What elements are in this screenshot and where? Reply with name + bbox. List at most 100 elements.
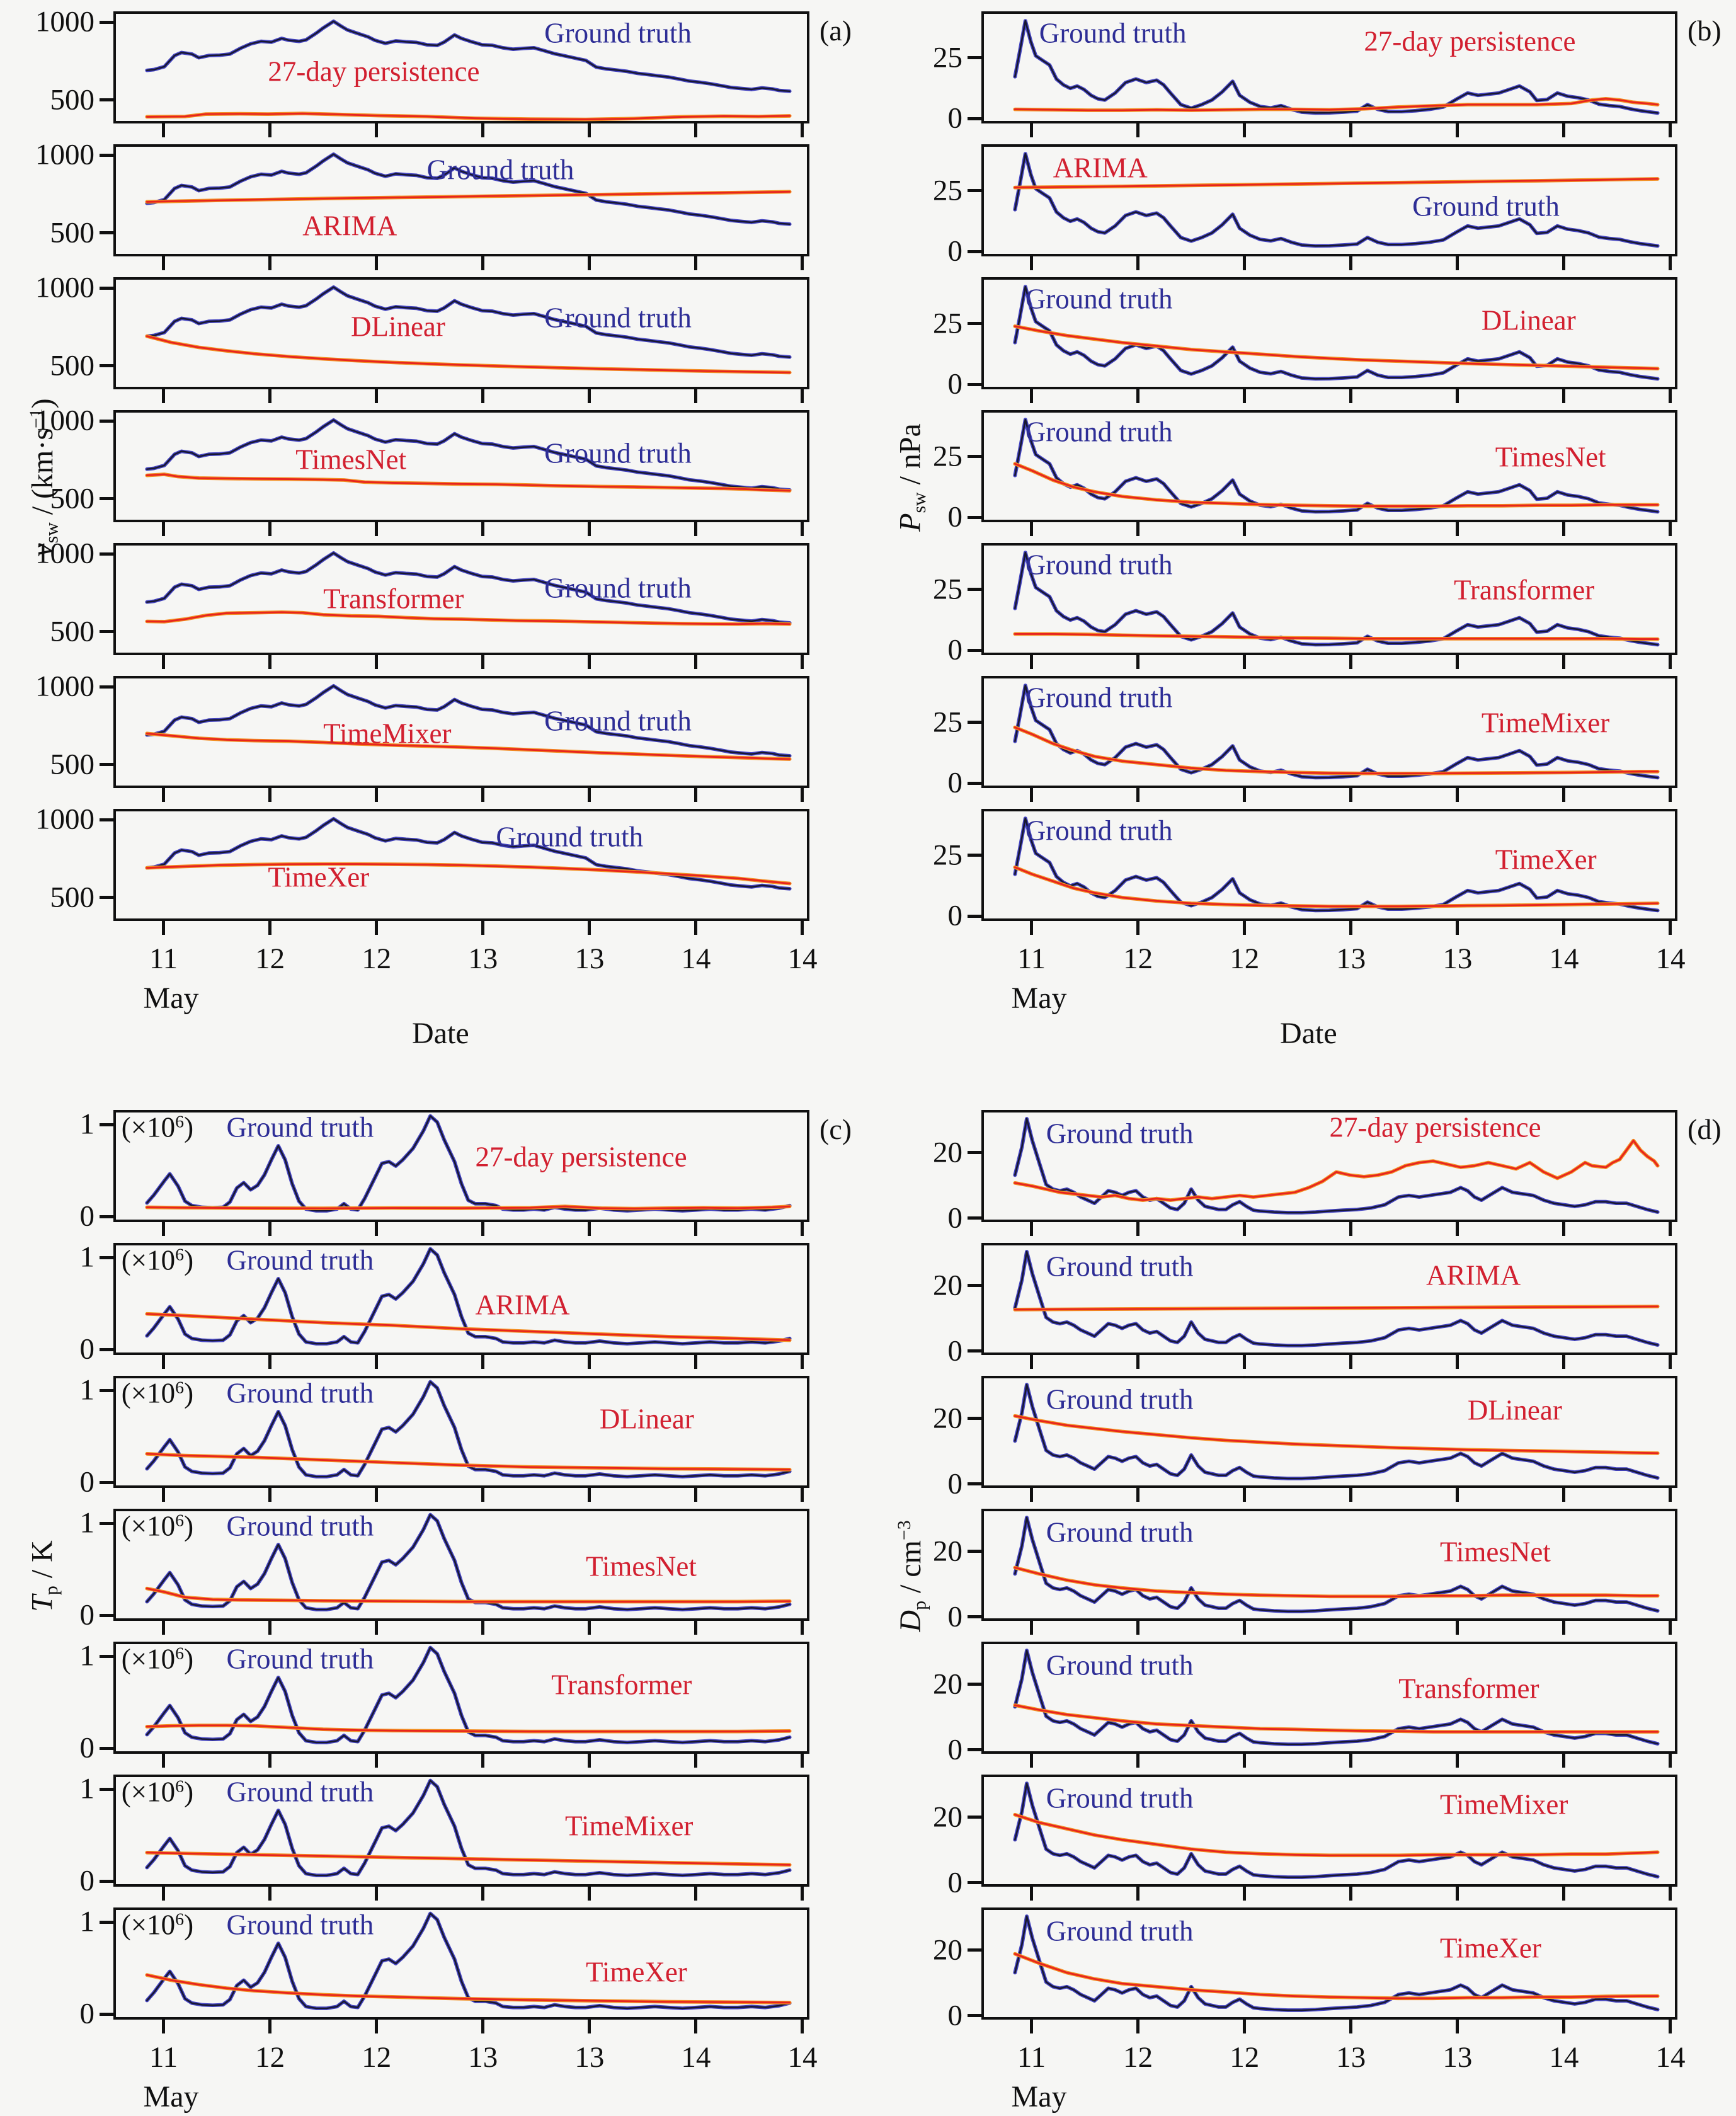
x-tick-mark: [588, 2020, 591, 2033]
x-tick-mark: [1136, 1887, 1140, 1901]
model-name-label: 27-day persistence: [1329, 1111, 1541, 1143]
model-prediction-line: [146, 112, 791, 121]
x-tick-mark: [1456, 788, 1459, 802]
model-prediction-line: [1013, 1952, 1660, 2001]
subplot-b-transformer: 0 25 Ground truth Transformer: [933, 543, 1677, 669]
y-tick-mark: [100, 1613, 113, 1617]
x-tick-mark: [1030, 788, 1034, 802]
x-tick-mark: [1243, 655, 1247, 669]
model-prediction-line: [1014, 866, 1659, 908]
model-name-label: 27-day persistence: [268, 55, 480, 88]
label-segment: 6: [175, 1378, 185, 1398]
y-tick-mark: [100, 1215, 113, 1218]
x-tick-mark: [162, 256, 166, 270]
label-segment: ): [184, 1776, 194, 1808]
model-prediction-line: [1014, 325, 1659, 370]
x-tick-mark: [1243, 1488, 1247, 1502]
line-chart: [145, 285, 792, 375]
model-name-label: Transformer: [323, 583, 464, 615]
y-tick-mark: [100, 1255, 113, 1259]
subplot-a-27-day-persistence: 500 1000 Ground truth 27-day persistence: [35, 7, 809, 137]
y-tick-label: 500: [50, 216, 95, 249]
x-tick-mark: [1349, 1222, 1353, 1236]
y-tick-label: 1: [79, 1639, 95, 1673]
y-tick-mark: [100, 1388, 113, 1392]
x-tick-mark: [162, 1355, 166, 1369]
x-tick-mark: [1030, 655, 1034, 669]
y-tick-label: 0: [947, 1334, 963, 1368]
y-tick-mark: [968, 854, 981, 857]
x-tick-label: 13: [1442, 2041, 1473, 2074]
plot-area: (×106) Ground truth DLinear: [113, 1376, 809, 1488]
label-segment: (×10: [121, 1111, 176, 1143]
model-name-label: TimeXer: [268, 861, 370, 893]
ground-truth-label: Ground truth: [226, 1510, 374, 1542]
x-tick-mark: [801, 1222, 804, 1236]
x-tick-label: 13: [574, 942, 605, 975]
y-tick-label: 0: [947, 766, 963, 799]
x-tick-mark: [1669, 2020, 1672, 2033]
x-tick-mark: [162, 1488, 166, 1502]
y-tick-mark: [100, 364, 113, 368]
ground-truth-label: Ground truth: [226, 1111, 374, 1143]
x-tick-mark: [801, 655, 804, 669]
y-tick-mark: [100, 1521, 113, 1525]
y-tick-label: 1: [79, 1772, 95, 1805]
x-tick-mark: [481, 1355, 485, 1369]
y-tick-label: 20: [933, 1136, 962, 1169]
model-name-label: 27-day persistence: [1364, 25, 1576, 57]
x-tick-mark: [1243, 256, 1247, 270]
y-tick-mark: [100, 231, 113, 235]
y-tick-label: 20: [933, 1402, 962, 1435]
x-tick-mark: [1030, 1355, 1034, 1369]
line-chart: [145, 1778, 792, 1877]
ground-truth-label: Ground truth: [544, 302, 692, 334]
subplot-b-dlinear: 0 25 Ground truth DLinear: [933, 277, 1677, 403]
line-chart: [145, 1645, 792, 1744]
line-chart: [145, 418, 792, 493]
x-tick-mark: [588, 655, 591, 669]
ground-truth-label: Ground truth: [1046, 1516, 1194, 1548]
line-chart: [145, 152, 792, 226]
x-tick-mark: [1562, 1887, 1566, 1901]
y-tick-label: 0: [947, 1999, 963, 2032]
x-tick-mark: [1243, 1887, 1247, 1901]
x-tick-mark: [1669, 1355, 1672, 1369]
x-tick-mark: [1349, 389, 1353, 403]
y-tick-label: 0: [947, 500, 963, 534]
label-segment: ): [184, 1643, 194, 1675]
y-tick-label: 1000: [35, 138, 94, 171]
x-tick-mark: [375, 921, 379, 935]
x-tick-mark: [162, 1887, 166, 1901]
x-tick-mark: [801, 2020, 804, 2033]
x-tick-mark: [1669, 389, 1672, 403]
subplot-a-arima: 500 1000 Ground truth ARIMA: [35, 140, 809, 270]
label-segment: (×10: [121, 1643, 176, 1675]
x-tick-mark: [1669, 1754, 1672, 1768]
y-tick-label: 500: [50, 349, 95, 382]
label-segment: 6: [175, 1644, 185, 1664]
y-tick-mark: [968, 1284, 981, 1288]
month-label: May: [1011, 2080, 1067, 2113]
x-tick-mark: [1030, 1222, 1034, 1236]
y-tick-mark: [100, 98, 113, 102]
plot-area: Ground truth 27-day persistence: [113, 11, 809, 123]
y-tick-label: 0: [947, 1866, 963, 1899]
y-tick-label: 500: [50, 83, 95, 117]
y-tick-mark: [100, 419, 113, 423]
x-tick-mark: [268, 1488, 272, 1502]
y-tick-mark: [100, 1654, 113, 1658]
y-tick-mark: [968, 515, 981, 519]
x-tick-mark: [1136, 123, 1140, 137]
subplot-a-timexer: 500 1000 Ground truth TimeXer: [35, 804, 809, 935]
x-tick-label: 14: [1549, 942, 1579, 975]
plot-area: (×106) Ground truth Transformer: [113, 1642, 809, 1754]
x-tick-mark: [694, 2020, 698, 2033]
x-tick-mark: [1669, 655, 1672, 669]
y-tick-mark: [968, 1615, 981, 1619]
x-tick-label: 12: [1230, 2041, 1260, 2074]
plot-area: Ground truth ARIMA: [981, 1243, 1677, 1355]
model-prediction-line: [1014, 1140, 1659, 1201]
x-tick-mark: [375, 1621, 379, 1635]
x-tick-mark: [1669, 256, 1672, 270]
